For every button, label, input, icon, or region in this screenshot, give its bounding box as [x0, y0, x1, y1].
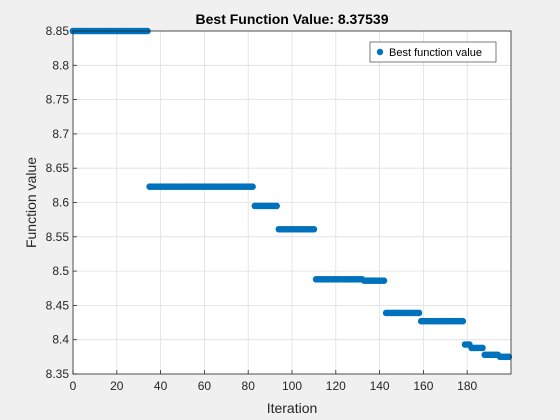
- data-markers: [69, 27, 513, 361]
- x-tick-label: 160: [413, 379, 433, 393]
- data-point: [479, 344, 486, 352]
- y-tick-label: 8.85: [46, 24, 70, 38]
- y-axis-label: Function value: [23, 157, 39, 248]
- x-tick-label: 0: [70, 379, 77, 393]
- y-tick-label: 8.5: [52, 264, 69, 278]
- y-tick-label: 8.75: [46, 93, 70, 107]
- x-tick-label: 40: [154, 379, 168, 393]
- y-tick-label: 8.4: [52, 333, 69, 347]
- chart-title: Best Function Value: 8.37539: [196, 11, 389, 27]
- y-tick-label: 8.45: [46, 298, 70, 312]
- grid-lines: [72, 30, 511, 375]
- x-tick-label: 180: [457, 379, 477, 393]
- x-tick-label: 140: [370, 379, 390, 393]
- y-tick-label: 8.8: [52, 58, 69, 72]
- data-point: [459, 317, 467, 325]
- data-point: [273, 202, 280, 210]
- x-tick-label: 120: [326, 379, 346, 393]
- y-tick-label: 8.6: [52, 196, 69, 210]
- y-tick-label: 8.65: [46, 161, 70, 175]
- x-axis-label: Iteration: [267, 400, 318, 416]
- data-point: [249, 183, 256, 191]
- tick-labels: 0 20 40 60 80 100 120 140 160 180 8.35 8.4 8.45 8.5 8.…: [46, 24, 478, 393]
- x-tick-label: 60: [198, 379, 212, 393]
- y-tick-label: 8.55: [46, 230, 70, 244]
- data-point: [310, 225, 318, 233]
- data-point: [505, 353, 513, 361]
- legend-box: [369, 41, 497, 63]
- x-tick-label: 100: [282, 379, 302, 393]
- x-tick-label: 20: [110, 379, 124, 393]
- y-tick-label: 8.7: [52, 127, 69, 141]
- y-tick-label: 8.35: [46, 367, 70, 381]
- tick-marks: [72, 30, 468, 375]
- legend-entry-label: Best function value: [389, 47, 482, 59]
- legend: Best function value: [369, 41, 497, 63]
- legend-marker: [376, 48, 384, 56]
- data-point: [380, 277, 388, 285]
- x-tick-label: 80: [242, 379, 256, 393]
- data-point: [415, 309, 423, 317]
